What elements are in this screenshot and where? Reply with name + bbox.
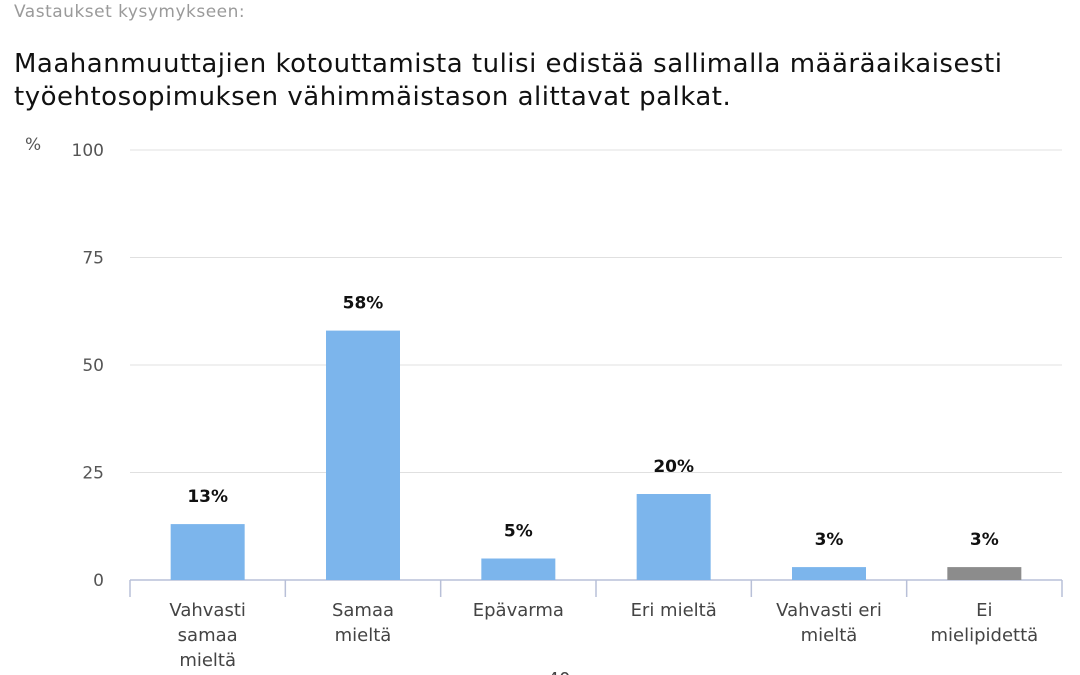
y-tick-label: 25 — [82, 464, 104, 484]
y-tick-label: 75 — [82, 249, 104, 269]
bar-5 — [792, 567, 866, 580]
x-tick-label: Vahvasti samaa mieltä — [169, 600, 245, 671]
chart-title: Maahanmuuttajien kotouttamista tulisi ed… — [14, 49, 1003, 112]
labels: 0 25 50 75 100% 13% Vahvasti samaa mieltä 58% Sama… — [25, 135, 1038, 675]
bar-4 — [636, 494, 711, 580]
y-tick-label: 100 — [72, 141, 104, 161]
y-tick-label: 0 — [93, 571, 104, 591]
x-tick-label: Epävarma — [473, 600, 564, 621]
grid-lines — [130, 149, 1062, 473]
bar-6 — [947, 567, 1022, 580]
bar-3 — [481, 558, 556, 580]
data-label: 13% — [187, 487, 228, 507]
data-label: 3% — [970, 530, 999, 550]
data-label: 3% — [815, 530, 844, 550]
data-label: 58% — [343, 294, 384, 314]
header-label: Vastaukset kysymykseen: — [14, 2, 246, 22]
data-label: 20% — [653, 457, 694, 477]
bars — [170, 330, 1022, 580]
x-axis — [129, 579, 1063, 597]
x-tick-label: Samaa mieltä — [332, 600, 394, 646]
data-label: 5% — [504, 522, 533, 542]
y-tick-label: 50 — [82, 356, 104, 376]
sample-size-note: n = 40 — [510, 669, 571, 675]
x-tick-label: Vahvasti eri mieltä — [776, 600, 882, 646]
bar-1 — [170, 524, 245, 580]
bar-2 — [326, 330, 400, 580]
x-tick-label: Eri mieltä — [631, 600, 717, 621]
y-axis-unit-label: % — [25, 135, 41, 155]
x-tick-label: Ei mielipidettä — [930, 600, 1038, 646]
